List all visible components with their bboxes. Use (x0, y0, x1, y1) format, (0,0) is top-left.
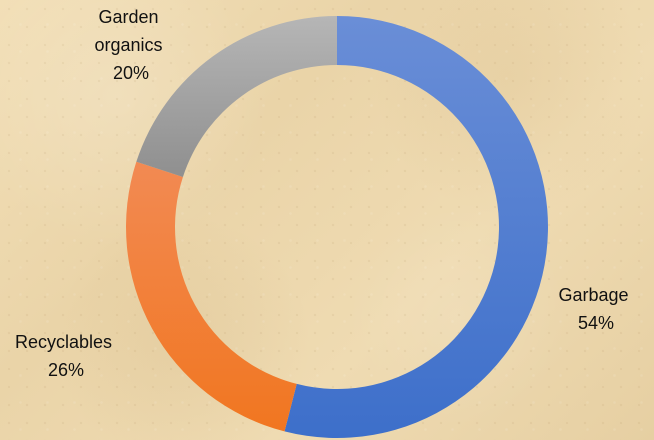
slice-label-garbage: Garbage 54% (558, 285, 633, 333)
donut-slices (126, 16, 548, 438)
slice-recyclables (126, 161, 297, 432)
donut-labels: Garbage 54% Recyclables 26% Garden organ… (15, 7, 633, 380)
slice-label-recyclables: Recyclables 26% (15, 332, 117, 380)
slice-label-garden-organics: Garden organics 20% (94, 7, 167, 83)
slice-garbage (284, 16, 548, 438)
slice-garden-organics (136, 16, 337, 177)
